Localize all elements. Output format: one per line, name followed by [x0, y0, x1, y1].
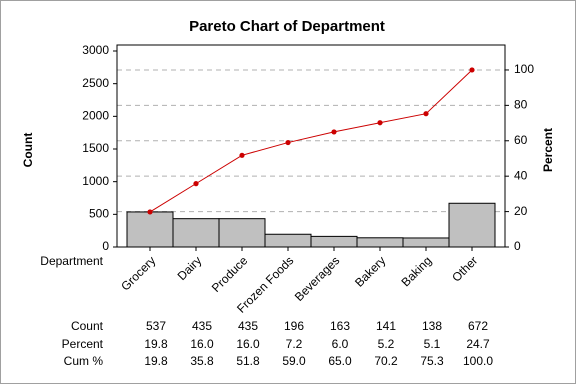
plot-border [116, 44, 506, 248]
y-tick-label: 0 [102, 239, 109, 253]
y-tick-label: 1000 [82, 174, 109, 188]
cumulative-point [239, 152, 245, 158]
y-tick-label: 500 [89, 207, 109, 221]
y2-tick-label: 0 [514, 239, 521, 253]
bar [448, 202, 496, 248]
table-cell: 537 [146, 319, 166, 333]
y-tick-label: 2000 [82, 109, 109, 123]
y2-tick-label: 100 [514, 62, 534, 76]
x-axis-label: Department [40, 254, 103, 268]
bar [218, 218, 266, 248]
y-axis-label: Count [21, 133, 35, 168]
cumulative-point [147, 209, 153, 215]
table-cell: 19.8 [144, 354, 168, 368]
bar [264, 233, 312, 248]
table-cell: 5.2 [378, 337, 395, 351]
y2-tick-label: 80 [514, 98, 528, 112]
y-tick-label: 2500 [82, 76, 109, 90]
table-row-label: Cum % [64, 354, 104, 368]
table-cell: 75.3 [420, 354, 444, 368]
table-cell: 196 [284, 319, 304, 333]
table-cell: 19.8 [144, 337, 168, 351]
cumulative-point [377, 120, 383, 126]
table-cell: 5.1 [424, 337, 441, 351]
cumulative-point [285, 139, 291, 146]
y2-axis-label: Percent [541, 128, 555, 172]
bar [172, 218, 220, 248]
table-cell: 65.0 [328, 354, 352, 368]
bar [126, 211, 174, 248]
table-cell: 16.0 [190, 337, 214, 351]
table-cell: 138 [422, 319, 442, 333]
bar [356, 237, 404, 248]
y-tick-label: 1500 [82, 141, 109, 155]
table-cell: 7.2 [286, 337, 303, 351]
table-cell: 100.0 [463, 354, 493, 368]
cumulative-point [469, 67, 475, 73]
table-cell: 435 [238, 319, 258, 333]
table-cell: 51.8 [236, 354, 260, 368]
chart-title: Pareto Chart of Department [189, 18, 385, 35]
table-cell: 163 [330, 319, 350, 333]
table-cell: 141 [376, 319, 396, 333]
cumulative-line [149, 69, 473, 213]
table-cell: 16.0 [236, 337, 260, 351]
y2-tick-label: 60 [514, 133, 528, 147]
bar [402, 237, 450, 248]
cumulative-point [423, 111, 429, 117]
table-cell: 6.0 [332, 337, 349, 351]
table-cell: 70.2 [374, 354, 398, 368]
table-cell: 35.8 [190, 354, 214, 368]
table-row-label: Count [71, 319, 104, 333]
table-cell: 24.7 [466, 337, 490, 351]
table-cell: 59.0 [282, 354, 306, 368]
bar [310, 235, 358, 248]
cumulative-point [193, 181, 199, 187]
table-cell: 435 [192, 319, 212, 333]
cumulative-point [331, 129, 337, 135]
table-cell: 672 [468, 319, 488, 333]
y2-tick-label: 40 [514, 168, 528, 182]
y2-tick-label: 20 [514, 204, 528, 218]
table-row-label: Percent [62, 337, 104, 351]
y-tick-label: 3000 [82, 43, 109, 57]
